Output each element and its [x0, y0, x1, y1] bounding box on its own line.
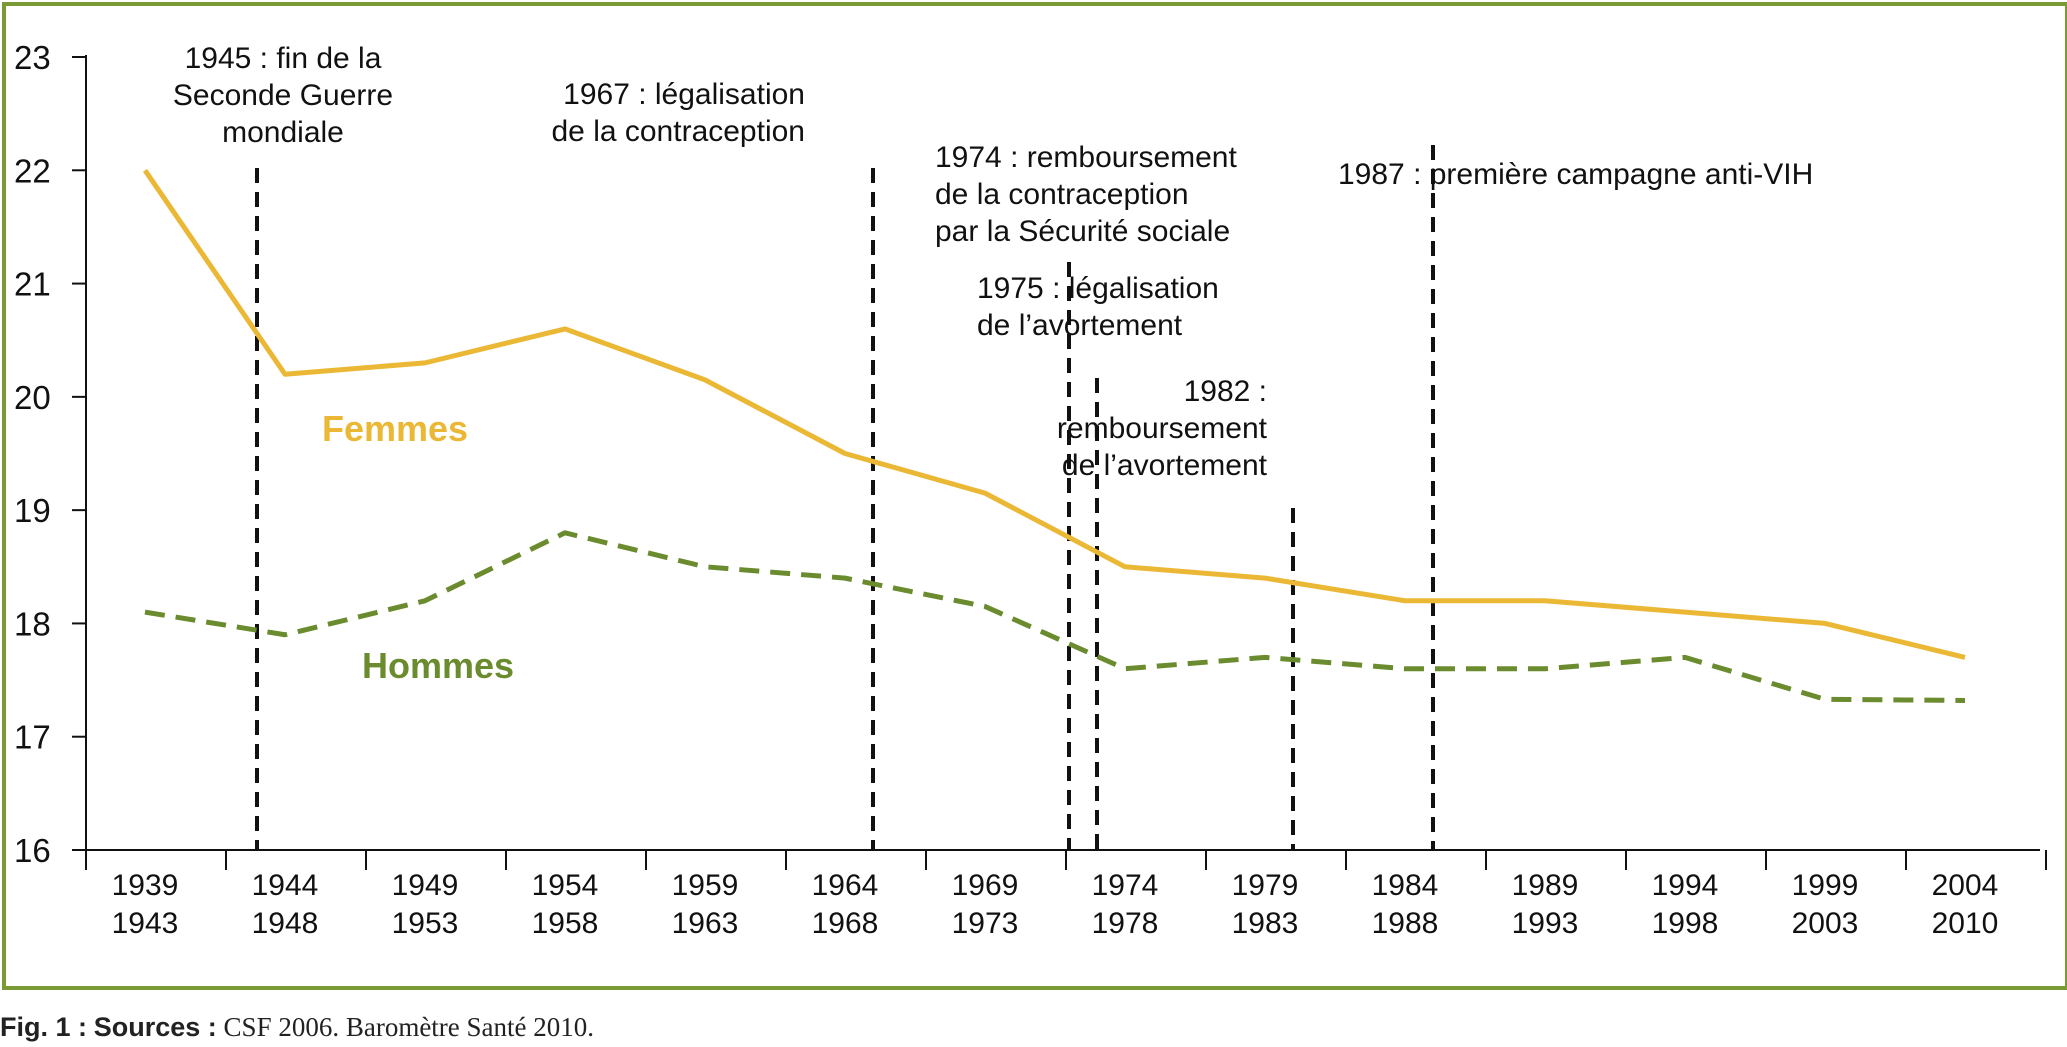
x-tick-label-end: 1993: [1512, 907, 1579, 940]
x-tick-label-end: 1953: [392, 907, 459, 940]
line-chart: 16 17 18 19 20 21 22 23 1939 1943 1944 1948 1949 1953…: [14, 39, 2047, 940]
event-annotation-1974: par la Sécurité sociale: [935, 215, 1230, 248]
event-annotation-1982: 1982 :: [1184, 375, 1267, 408]
axes: 16 17 18 19 20 21 22 23 1939 1943 1944 1948 1949 1953…: [14, 39, 2047, 940]
x-tick-label-start: 1959: [672, 869, 739, 902]
x-tick-label-start: 1979: [1232, 869, 1299, 902]
event-annotation-1967: de la contraception: [551, 115, 805, 148]
x-tick-label-end: 1973: [952, 907, 1019, 940]
x-tick-label-start: 1984: [1372, 869, 1439, 902]
event-annotation-1945: 1945 : fin de la: [185, 42, 382, 75]
series-label-femmes: Femmes: [322, 408, 468, 449]
event-lines: [255, 145, 1435, 850]
x-tick-label-end: 1968: [812, 907, 879, 940]
event-annotation-1945: Seconde Guerre: [173, 79, 393, 112]
x-tick-label-start: 1949: [392, 869, 459, 902]
figure-caption: Fig. 1 : Sources : CSF 2006. Baromètre S…: [0, 1012, 594, 1043]
x-tick-label-end: 2003: [1792, 907, 1859, 940]
x-tick-label-start: 2004: [1932, 869, 1999, 902]
y-tick-label: 21: [14, 266, 51, 303]
x-tick-label-end: 1978: [1092, 907, 1159, 940]
event-annotation-1974: de la contraception: [935, 178, 1189, 211]
y-tick-label: 23: [14, 39, 51, 76]
y-tick-label: 20: [14, 379, 51, 416]
series-lines: [142, 168, 1966, 703]
x-tick-label-start: 1974: [1092, 869, 1159, 902]
text-labels: Femmes Hommes 1945 : fin de la Seconde Guer…: [173, 42, 1813, 686]
y-tick-label: 22: [14, 152, 51, 189]
y-tick-label: 18: [14, 605, 51, 642]
x-tick-label-start: 1969: [952, 869, 1019, 902]
x-tick-label-start: 1954: [532, 869, 599, 902]
x-tick-label-start: 1989: [1512, 869, 1579, 902]
x-tick-label-end: 1983: [1232, 907, 1299, 940]
event-annotation-1967: 1967 : légalisation: [563, 78, 805, 111]
x-tick-label-start: 1994: [1652, 869, 1719, 902]
event-annotation-1945: mondiale: [222, 116, 344, 149]
x-tick-label-end: 1998: [1652, 907, 1719, 940]
caption-fig-label: Fig. 1 :: [0, 1012, 87, 1042]
x-tick-label-end: 2010: [1932, 907, 1999, 940]
x-tick-label-start: 1964: [812, 869, 879, 902]
y-tick-label: 19: [14, 492, 51, 529]
x-tick-label-start: 1999: [1792, 869, 1859, 902]
series-line-femmes: [142, 168, 1966, 660]
series-line-hommes: [144, 530, 1966, 703]
event-annotation-1975: 1975 : légalisation: [977, 272, 1219, 305]
series-label-hommes: Hommes: [362, 645, 514, 686]
x-tick-label-start: 1939: [112, 869, 179, 902]
y-tick-label: 16: [14, 832, 51, 869]
event-annotation-1975: de l’avortement: [977, 309, 1183, 342]
event-annotation-1987: 1987 : première campagne anti-VIH: [1338, 158, 1813, 191]
caption-sources-label: Sources :: [93, 1012, 217, 1042]
event-annotation-1974: 1974 : remboursement: [935, 141, 1237, 174]
chart-frame: [2, 2, 2067, 990]
x-tick-label-end: 1963: [672, 907, 739, 940]
caption-text: CSF 2006. Baromètre Santé 2010.: [223, 1012, 595, 1042]
x-tick-label-end: 1943: [112, 907, 179, 940]
x-tick-label-end: 1958: [532, 907, 599, 940]
x-tick-label-start: 1944: [252, 869, 319, 902]
event-annotation-1982: de l’avortement: [1062, 449, 1268, 482]
y-tick-label: 17: [14, 719, 51, 756]
x-tick-label-end: 1948: [252, 907, 319, 940]
x-tick-label-end: 1988: [1372, 907, 1439, 940]
event-annotation-1982: remboursement: [1057, 412, 1268, 445]
